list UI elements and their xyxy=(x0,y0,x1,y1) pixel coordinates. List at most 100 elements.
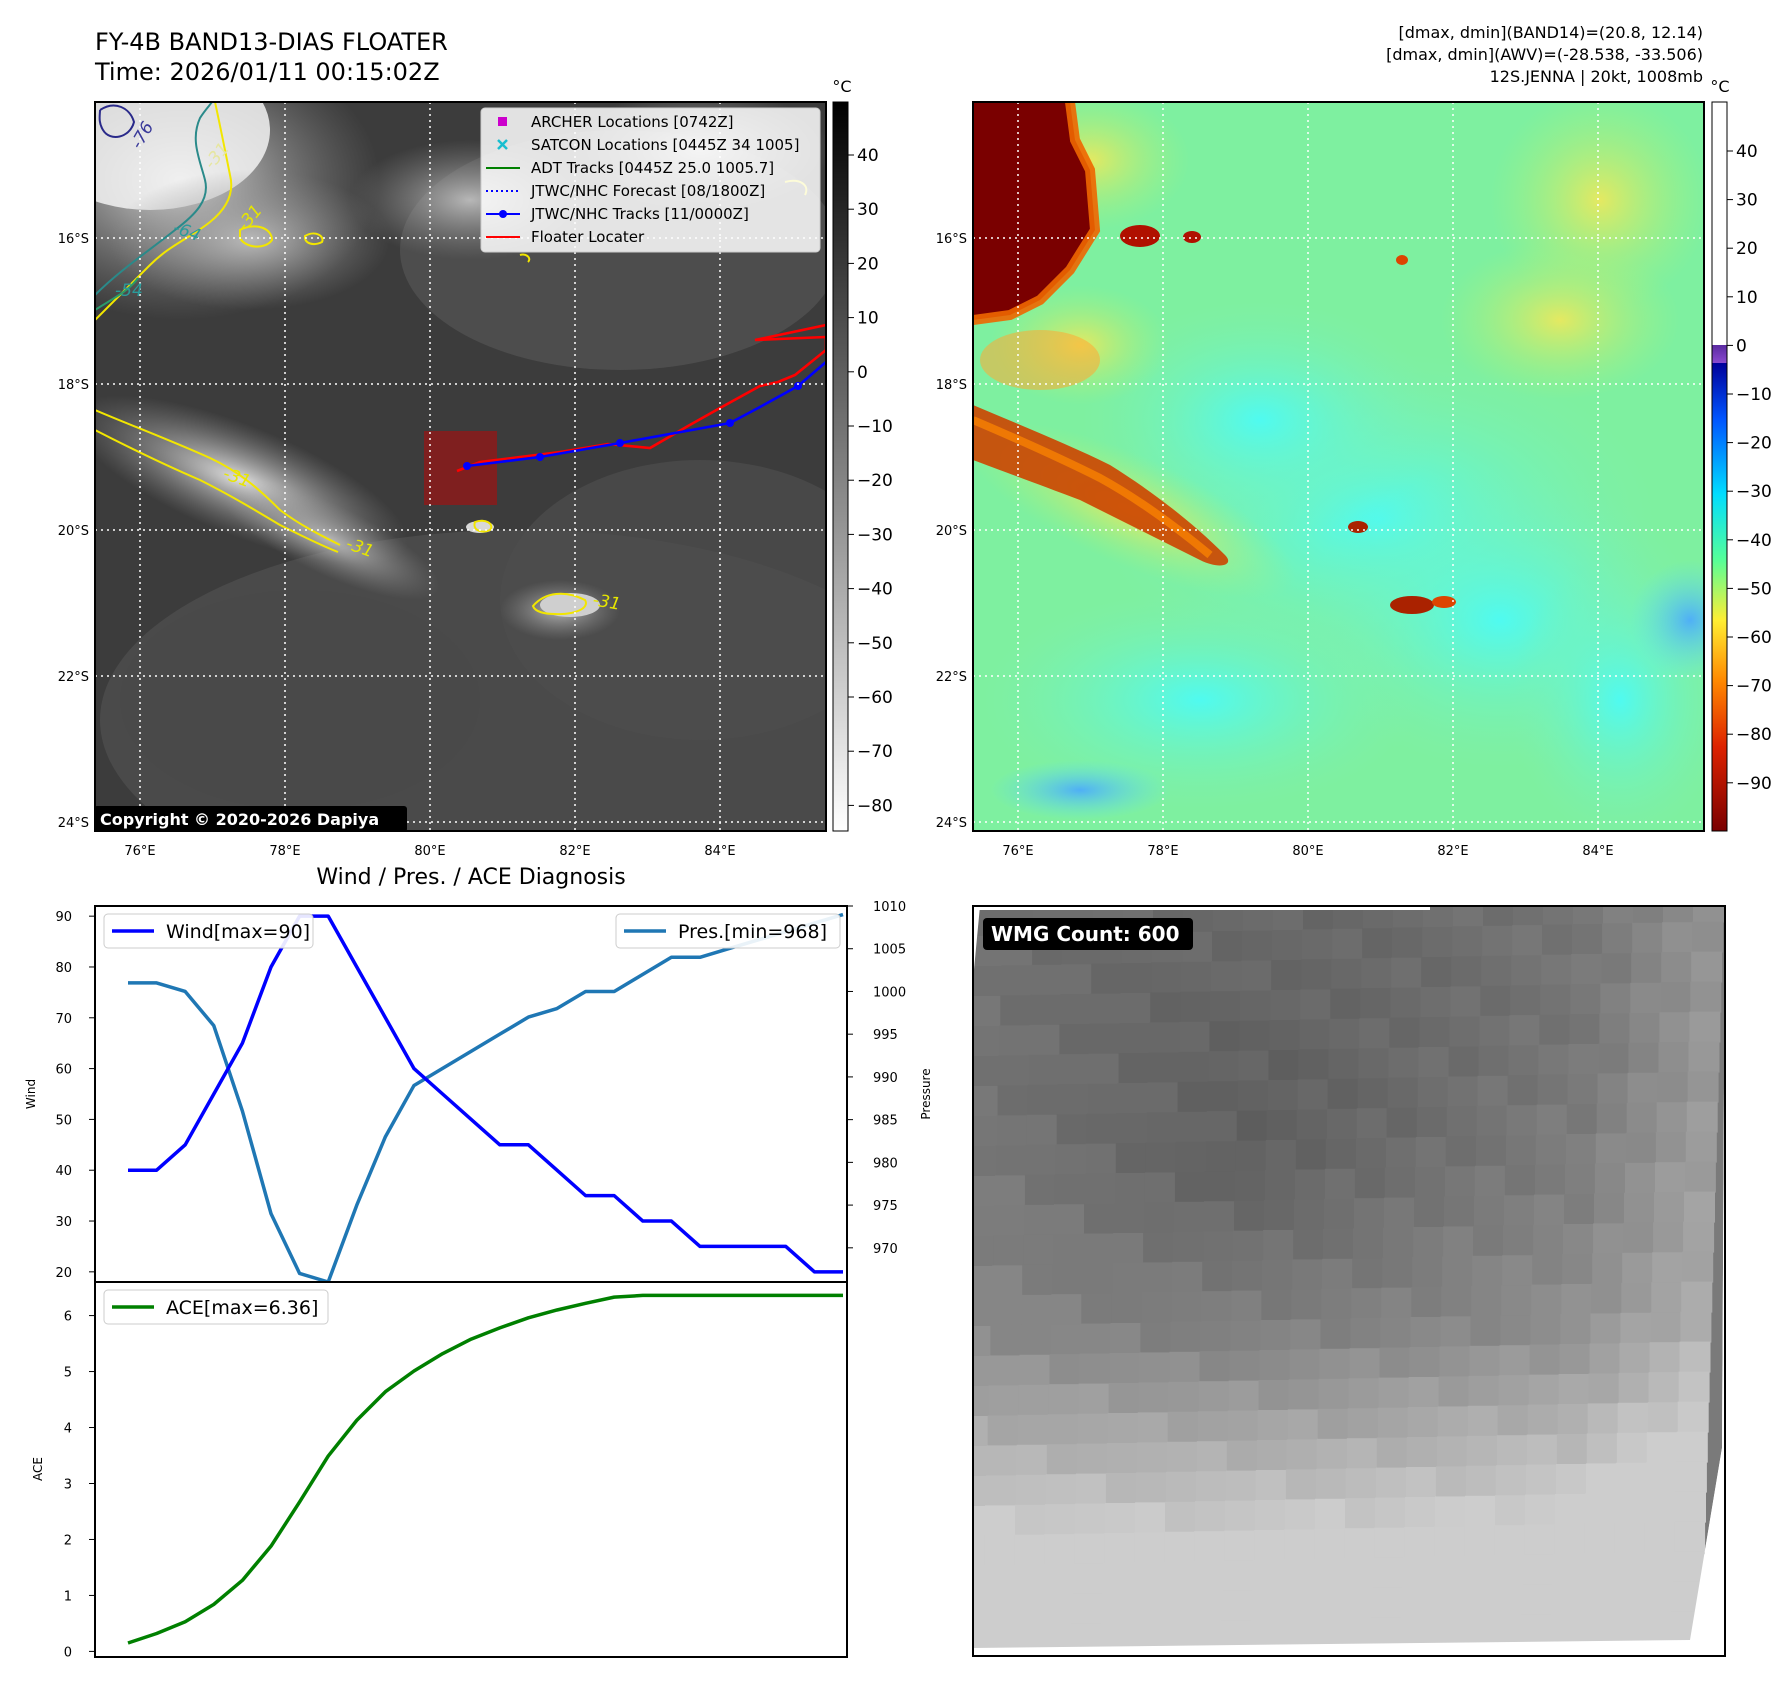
colorbar-tick-label: −70 xyxy=(1736,677,1772,697)
colorbar-tick-label: −40 xyxy=(1736,531,1772,551)
legend-entry: JTWC/NHC Forecast [08/1800Z] xyxy=(486,182,765,200)
legend-entry: ADT Tracks [0445Z 25.0 1005.7] xyxy=(486,159,774,177)
ace-legend-label: ACE[max=6.36] xyxy=(166,1297,318,1319)
ir-map-legend: ARCHER Locations [0742Z] SATCON Locations… xyxy=(480,107,821,253)
ace-tick-label: 5 xyxy=(64,1366,72,1381)
colorbar-tick-label: 10 xyxy=(1736,288,1758,308)
info-storm: 12S.JENNA | 20kt, 1008mb xyxy=(1490,67,1703,86)
wind-tick-label: 30 xyxy=(55,1215,72,1230)
ir-map: -76-31-64 -31-54-31-31-31 76°E 78°E 80°E 82°… xyxy=(58,101,827,859)
info-awv: [dmax, dmin](AWV)=(-28.538, -33.506) xyxy=(1386,45,1703,64)
colorbar-tick-label: −30 xyxy=(857,525,893,545)
pressure-tick-label: 995 xyxy=(873,1028,898,1043)
wind-legend-label: Wind[max=90] xyxy=(166,921,310,943)
colorbar-tick-label: −70 xyxy=(857,742,893,762)
pressure-tick-label: 1005 xyxy=(873,943,906,958)
legend-entry-label: ADT Tracks [0445Z 25.0 1005.7] xyxy=(531,159,774,177)
lat-tick-label: 24°S xyxy=(58,816,89,831)
ace-tick-label: 6 xyxy=(64,1310,72,1325)
pressure-tick-label: 990 xyxy=(873,1071,898,1086)
legend-entry: SATCON Locations [0445Z 34 1005] xyxy=(497,136,799,154)
pressure-axis-ticks: 970 975 980 985 990 995 1000 1005 1010 xyxy=(847,900,906,1257)
legend-entry: Floater Locater xyxy=(486,228,645,246)
info-band14: [dmax, dmin](BAND14)=(20.8, 12.14) xyxy=(1398,23,1703,42)
figure-time: Time: 2026/01/11 00:15:02Z xyxy=(94,58,440,86)
lon-tick-label: 84°E xyxy=(704,844,735,859)
pressure-series-line xyxy=(128,912,844,1284)
colorbar-tick-label: −80 xyxy=(1736,725,1772,745)
lat-tick-label: 20°S xyxy=(58,524,89,539)
ir-colorbar: °C 40 30 20 10 0 −10 −20 −30 −40 −50 −60 −70 −80 xyxy=(832,77,893,832)
lon-tick-label: 76°E xyxy=(1002,844,1033,859)
legend-entry-label: ARCHER Locations [0742Z] xyxy=(531,113,734,131)
colorbar-tick-label: −50 xyxy=(1736,579,1772,599)
legend-entry: JTWC/NHC Tracks [11/0000Z] xyxy=(486,205,749,223)
colorbar-tick-label: −60 xyxy=(857,688,893,708)
ace-tick-label: 3 xyxy=(64,1477,72,1492)
ace-series-line xyxy=(127,1293,843,1645)
ir-map-lat-ticks: 16°S 18°S 20°S 22°S 24°S xyxy=(58,232,89,831)
colorbar-tick-label: 0 xyxy=(857,363,868,383)
colorbar-tick-label: −10 xyxy=(1736,385,1772,405)
lat-tick-label: 22°S xyxy=(936,670,967,685)
colorbar-tick-label: −60 xyxy=(1736,628,1772,648)
ace-tick-label: 1 xyxy=(64,1589,72,1604)
wind-axis-ticks: 20 30 40 50 60 70 80 90 xyxy=(55,910,95,1281)
colorbar-tick-label: −40 xyxy=(857,580,893,600)
enhanced-map-lat-ticks: 16°S 18°S 20°S 22°S 24°S xyxy=(936,232,967,831)
ir-map-frame xyxy=(94,101,827,832)
pressure-tick-label: 985 xyxy=(873,1114,898,1129)
wind-tick-label: 40 xyxy=(55,1164,72,1179)
wind-tick-label: 20 xyxy=(55,1266,72,1281)
wind-legend: Wind[max=90] xyxy=(103,913,314,949)
ir-map-lon-ticks: 76°E 78°E 80°E 82°E 84°E xyxy=(124,844,735,859)
legend-entry-label: JTWC/NHC Forecast [08/1800Z] xyxy=(530,182,765,200)
pressure-legend: Pres.[min=968] xyxy=(615,913,841,949)
floater-box xyxy=(424,431,497,505)
ace-legend: ACE[max=6.36] xyxy=(103,1289,329,1325)
enhanced-map-gridlines xyxy=(973,102,1704,831)
ir-colorbar-unit: °C xyxy=(832,77,851,96)
wmg-frame xyxy=(972,905,1726,1657)
legend-entry-label: JTWC/NHC Tracks [11/0000Z] xyxy=(530,205,749,223)
lon-tick-label: 82°E xyxy=(559,844,590,859)
pressure-tick-label: 970 xyxy=(873,1242,898,1257)
wmg-count-label: WMG Count: 600 xyxy=(991,922,1180,946)
enhanced-map-lon-ticks: 76°E 78°E 80°E 82°E 84°E xyxy=(1002,844,1613,859)
colorbar-tick-label: 20 xyxy=(857,254,879,274)
enhanced-map: 76°E 78°E 80°E 82°E 84°E 16°S 18°S 20°S 22°S 24°… xyxy=(936,101,1705,859)
pressure-tick-label: 975 xyxy=(873,1199,898,1214)
lat-tick-label: 24°S xyxy=(936,816,967,831)
wind-pressure-panel: 20 30 40 50 60 70 80 90 970 975 980 985 990 995 1000 1… xyxy=(24,900,933,1284)
ace-panel: 0 1 2 3 4 5 6 ACE ACE[max=6.36] xyxy=(31,1281,848,1660)
lon-tick-label: 80°E xyxy=(414,844,445,859)
colorbar-tick-label: −50 xyxy=(857,634,893,654)
pressure-tick-label: 1000 xyxy=(873,985,906,1000)
lon-tick-label: 84°E xyxy=(1582,844,1613,859)
pressure-legend-label: Pres.[min=968] xyxy=(678,921,827,943)
contour-label: -31 xyxy=(591,590,622,615)
lat-tick-label: 18°S xyxy=(58,378,89,393)
pressure-tick-label: 980 xyxy=(873,1156,898,1171)
wind-tick-label: 80 xyxy=(55,961,72,976)
wind-axis-label: Wind xyxy=(24,1079,38,1109)
colorbar-tick-label: 30 xyxy=(857,200,879,220)
wind-tick-label: 70 xyxy=(55,1012,72,1027)
colorbar-tick-label: 20 xyxy=(1736,239,1758,259)
diagnosis-title: Wind / Pres. / ACE Diagnosis xyxy=(316,865,625,890)
figure-title: FY-4B BAND13-DIAS FLOATER xyxy=(95,28,448,56)
legend-entry-label: Floater Locater xyxy=(531,228,645,246)
colorbar-tick-label: −10 xyxy=(857,417,893,437)
colorbar-tick-label: −20 xyxy=(857,471,893,491)
lon-tick-label: 80°E xyxy=(1292,844,1323,859)
colorbar-tick-label: 30 xyxy=(1736,191,1758,211)
lon-tick-label: 78°E xyxy=(1147,844,1178,859)
wmg-badge xyxy=(983,918,1193,950)
enhanced-map-imagery xyxy=(973,102,1704,831)
enhanced-colorbar: °C 40 30 20 10 0 −10 −20 −30 −40 −50 −60 −70 −80 −90 xyxy=(1710,77,1772,832)
lat-tick-label: 16°S xyxy=(936,232,967,247)
pressure-axis-label: Pressure xyxy=(919,1068,933,1119)
pressure-tick-label: 1010 xyxy=(873,900,906,915)
lat-tick-label: 18°S xyxy=(936,378,967,393)
ace-axis-label: ACE xyxy=(31,1457,45,1481)
